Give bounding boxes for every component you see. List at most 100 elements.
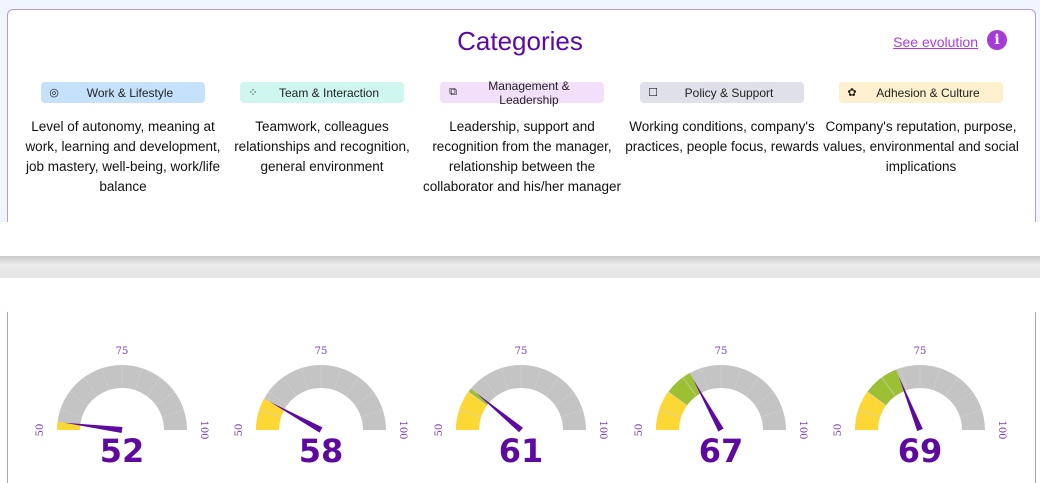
category-label: Management & Leadership <box>488 78 570 107</box>
gauge-needle <box>693 379 724 432</box>
gauge-tick <box>560 409 583 418</box>
category-0: ◎ Work & Lifestyle Level of autonomy, mean… <box>25 82 221 197</box>
gauge-tick <box>881 377 896 397</box>
gauge-chart: 75 50 100 <box>634 346 808 440</box>
gauge-tick <box>554 391 574 406</box>
gauge-tick <box>533 368 542 391</box>
category-description: Teamwork, colleagues relationships and r… <box>234 119 410 174</box>
gauge-track <box>456 365 586 430</box>
gauge-tick <box>268 391 288 406</box>
gauge-fill-mid <box>668 373 701 406</box>
category-label: Policy & Support <box>684 85 774 100</box>
categories-card <box>7 9 1036 222</box>
category-badge: ⁘ Team & Interaction <box>240 82 404 103</box>
category-label: Team & Interaction <box>278 85 380 100</box>
gauge-tick <box>932 368 941 391</box>
gauge-tick <box>482 377 497 397</box>
category-description: Level of autonomy, meaning at work, lear… <box>25 119 221 194</box>
gauge-tick <box>682 377 697 397</box>
target-icon: ◎ <box>49 87 59 99</box>
category-label: Work & Lifestyle <box>86 85 174 100</box>
dots-icon: ⁘ <box>248 87 258 99</box>
gauge-tick <box>659 409 682 418</box>
gauge-value: 67 <box>698 432 744 470</box>
category-4: ✿ Adhesion & Culture Company's reputation,… <box>823 82 1019 177</box>
gauge-value: 61 <box>498 432 544 470</box>
gauge-fill-low <box>57 421 81 430</box>
gauge-2: 75 50 100 61 <box>421 340 621 483</box>
gauge-tick <box>333 368 342 391</box>
category-label: Adhesion & Culture <box>876 85 980 100</box>
category-description: Company's reputation, purpose, values, e… <box>823 119 1019 174</box>
section-divider <box>0 256 1040 278</box>
gauge-fill-low <box>855 391 887 430</box>
gauge-track <box>256 365 386 430</box>
square-icon: ☐ <box>648 87 658 99</box>
gauge-tick <box>700 368 709 391</box>
gauge-needle <box>476 393 523 433</box>
gauge-label-min_label: 50 <box>35 424 46 437</box>
gauge-label-max_label: 100 <box>797 420 808 439</box>
see-evolution-link[interactable]: See evolution <box>893 34 978 50</box>
category-3: ☐ Policy & Support Working conditions, com… <box>625 82 819 157</box>
gauge-value: 52 <box>99 432 145 470</box>
gauge-tick <box>959 409 982 418</box>
gauge-tick <box>745 377 760 397</box>
gauge-track <box>57 365 187 430</box>
gauge-tick <box>161 409 184 418</box>
gauge-tick <box>83 377 98 397</box>
gauge-fill-mid <box>468 388 489 406</box>
gauge-tick <box>668 391 688 406</box>
gauge-label-mid_label: 75 <box>315 346 328 357</box>
gauge-label-min_label: 50 <box>434 424 445 437</box>
gauge-chart: 75 50 100 <box>234 346 408 440</box>
gauge-label-min_label: 50 <box>234 424 245 437</box>
category-2: ⧉ Management & Leadership Leadership, supp… <box>423 78 621 197</box>
info-icon[interactable]: i <box>987 30 1007 50</box>
gauge-chart: 75 50 100 <box>35 346 209 440</box>
gauge-fill-low <box>456 391 488 430</box>
spacer <box>0 222 1040 256</box>
gauge-tick <box>545 377 560 397</box>
gauge-label-min_label: 50 <box>634 424 645 437</box>
gauge-label-max_label: 100 <box>397 420 408 439</box>
gauge-tick <box>101 368 110 391</box>
gauge-label-mid_label: 75 <box>715 346 728 357</box>
handshake-icon: ⧉ <box>449 86 457 98</box>
gauge-fill-low <box>656 391 688 430</box>
gauge-tick <box>134 368 143 391</box>
flower-icon: ✿ <box>847 87 857 99</box>
gauge-label-mid_label: 75 <box>515 346 528 357</box>
gauge-tick <box>733 368 742 391</box>
gauge-tick <box>760 409 783 418</box>
gauge-tick <box>69 391 89 406</box>
category-badge: ◎ Work & Lifestyle <box>41 82 205 103</box>
gauge-tick <box>754 391 774 406</box>
category-badge: ☐ Policy & Support <box>640 82 804 103</box>
gauge-label-mid_label: 75 <box>914 346 927 357</box>
gauge-label-min_label: 50 <box>833 424 844 437</box>
gauge-tick <box>953 391 973 406</box>
gauge-value: 69 <box>897 432 943 470</box>
category-badge: ✿ Adhesion & Culture <box>839 82 1003 103</box>
gauge-chart: 75 50 100 <box>434 346 608 440</box>
category-description: Leadership, support and recognition from… <box>422 119 622 194</box>
gauge-tick <box>500 368 509 391</box>
gauge-tick <box>345 377 360 397</box>
gauge-fill-low <box>256 398 285 430</box>
gauge-tick <box>146 377 161 397</box>
gauge-needle <box>64 422 123 433</box>
gauge-tick <box>468 391 488 406</box>
gauge-tick <box>60 409 83 418</box>
gauge-tick <box>867 391 887 406</box>
gauge-value: 58 <box>298 432 344 470</box>
gauge-0: 75 50 100 52 <box>22 340 222 483</box>
gauge-fill-mid <box>867 369 905 406</box>
gauge-tick <box>360 409 383 418</box>
page-title: Categories <box>457 26 583 56</box>
gauge-tick <box>282 377 297 397</box>
gauge-tick <box>300 368 309 391</box>
gauge-4: 75 50 100 69 <box>820 340 1020 483</box>
gauge-chart: 75 50 100 <box>833 346 1007 440</box>
category-1: ⁘ Team & Interaction Teamwork, colleagues … <box>234 82 410 177</box>
